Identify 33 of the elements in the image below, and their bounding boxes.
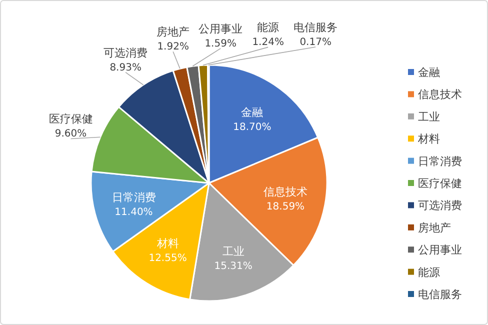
slice-label: 公用事业 bbox=[198, 22, 243, 36]
data-label: 12.55% bbox=[148, 253, 187, 264]
data-label: 1.92% bbox=[157, 42, 189, 53]
slice-label: 电信服务 bbox=[294, 21, 338, 34]
legend-label: 日常消费 bbox=[418, 154, 462, 168]
legend-label: 能源 bbox=[418, 266, 440, 279]
legend-label: 公用事业 bbox=[418, 244, 462, 257]
data-label: 1.59% bbox=[204, 38, 236, 50]
data-label: 11.40% bbox=[114, 207, 153, 218]
legend-label: 房地产 bbox=[418, 221, 451, 234]
slice-label: 材料 bbox=[156, 237, 179, 250]
legend-label: 材料 bbox=[417, 132, 440, 146]
data-label: 0.17% bbox=[300, 37, 332, 48]
slice-label: 可选消费 bbox=[104, 46, 148, 60]
slice-label: 金融 bbox=[241, 106, 264, 120]
legend-label: 电信服务 bbox=[418, 288, 462, 301]
data-label: 15.31% bbox=[214, 260, 252, 272]
slice-label: 工业 bbox=[222, 244, 244, 258]
slice-label: 信息技术 bbox=[264, 186, 308, 199]
slice-label: 能源 bbox=[257, 21, 280, 34]
data-label: 8.93% bbox=[110, 62, 142, 74]
slice-label: 房地产 bbox=[156, 26, 190, 39]
slice-label: 日常消费 bbox=[112, 191, 156, 204]
legend-label: 工业 bbox=[418, 110, 440, 124]
data-label: 9.60% bbox=[54, 128, 87, 140]
data-label: 18.59% bbox=[266, 202, 305, 213]
data-label: 1.24% bbox=[252, 37, 284, 48]
legend-label: 信息技术 bbox=[418, 88, 462, 102]
legend-label: 可选消费 bbox=[418, 199, 462, 212]
data-label: 18.70% bbox=[233, 122, 272, 134]
slice-label: 医疗保健 bbox=[48, 112, 93, 126]
legend-label: 医疗保健 bbox=[418, 177, 462, 190]
legend-label: 金融 bbox=[418, 66, 440, 79]
